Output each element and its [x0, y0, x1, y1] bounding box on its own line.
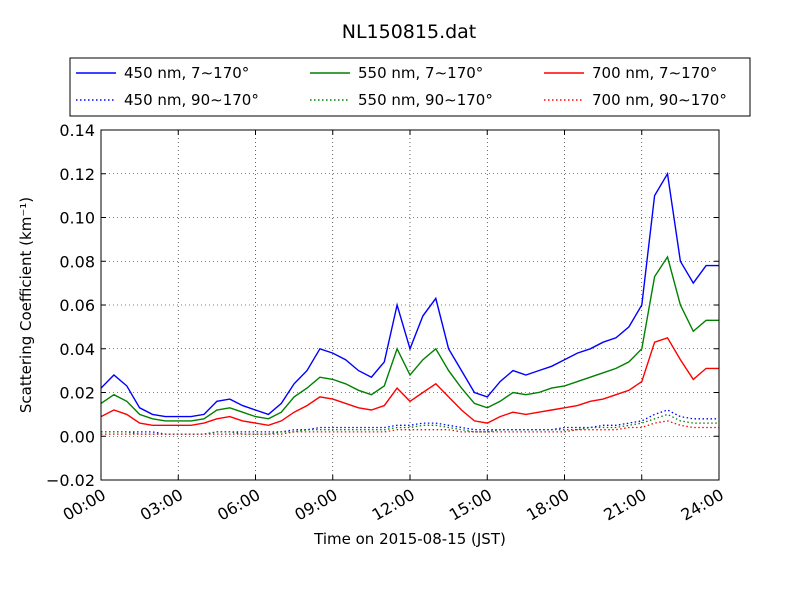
x-tick-label: 18:00: [523, 485, 572, 525]
x-tick-label: 15:00: [446, 485, 495, 525]
chart-title: NL150815.dat: [342, 21, 477, 43]
x-tick-label: 00:00: [60, 485, 109, 525]
y-tick-label: 0.02: [59, 384, 95, 403]
series-line-3: [101, 413, 719, 435]
axis-ticks: 00:00 03:00 06:00 09:00 12:00 15:00 18:00 21:00…: [46, 121, 727, 525]
y-axis-label: Scattering Coefficient (km⁻¹): [17, 197, 35, 413]
x-tick-label: 06:00: [214, 485, 263, 525]
y-tick-label: 0.04: [59, 340, 95, 359]
legend-label-0: 450 nm, 7∼170°: [124, 64, 249, 82]
legend: 450 nm, 7∼170° 550 nm, 7∼170° 700 nm, 7∼17…: [69, 57, 751, 117]
series-line-1: [101, 409, 719, 435]
x-axis-label: Time on 2015-08-15 (JST): [313, 530, 506, 548]
legend-label-3: 550 nm, 90∼170°: [358, 91, 493, 109]
legend-label-5: 700 nm, 90∼170°: [592, 91, 727, 109]
legend-label-1: 450 nm, 90∼170°: [124, 91, 259, 109]
y-tick-label: 0.08: [59, 252, 95, 271]
series-line-4: [100, 336, 719, 427]
plot-series: [100, 171, 719, 435]
legend-label-4: 700 nm, 7∼170°: [592, 64, 717, 82]
y-tick-label: 0.10: [59, 209, 95, 228]
legend-frame: [69, 57, 751, 117]
x-tick-label: 12:00: [369, 485, 418, 525]
y-tick-label: 0.12: [59, 165, 95, 184]
y-tick-label: 0.14: [59, 121, 95, 140]
x-tick-label: 03:00: [137, 485, 186, 525]
x-tick-label: 09:00: [291, 485, 340, 525]
y-tick-label: 0.00: [59, 427, 95, 446]
series-line-5: [101, 420, 719, 435]
grid-lines: [101, 130, 719, 480]
x-tick-label: 21:00: [600, 485, 649, 525]
series-line-2: [100, 255, 719, 422]
x-tick-label: 24:00: [678, 485, 727, 525]
series-line-0: [100, 171, 719, 418]
y-tick-label: −0.02: [46, 471, 95, 490]
legend-label-2: 550 nm, 7∼170°: [358, 64, 483, 82]
y-tick-label: 0.06: [59, 296, 95, 315]
